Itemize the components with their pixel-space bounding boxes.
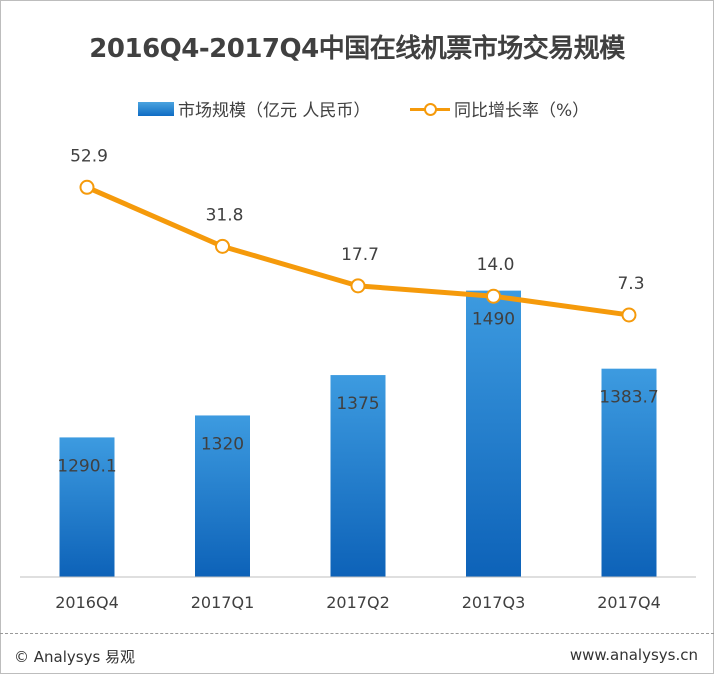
bar-2017Q1 <box>195 415 250 577</box>
bar-label-2017Q1: 1320 <box>201 434 244 454</box>
legend-item-bar: 市场规模（亿元 人民币） <box>138 96 370 121</box>
line-point-2017Q2 <box>350 278 366 294</box>
line-label-2017Q3: 14.0 <box>477 255 515 275</box>
bar-2017Q4 <box>601 368 657 577</box>
footer-divider <box>0 633 714 634</box>
legend-line-swatch <box>410 102 450 116</box>
legend-label-bar: 市场规模（亿元 人民币） <box>178 101 371 121</box>
x-tick-2017Q1: 2017Q1 <box>191 593 255 612</box>
legend-bar-swatch <box>138 101 174 116</box>
bar-2016Q4 <box>59 437 115 577</box>
x-tick-2017Q3: 2017Q3 <box>462 593 526 612</box>
bar-2017Q2 <box>330 375 386 577</box>
chart-title: 2016Q4-2017Q4中国在线机票市场交易规模 <box>89 34 625 64</box>
bar-label-2017Q3: 1490 <box>472 310 515 330</box>
legend-label-line: 同比增长率（%） <box>454 101 590 121</box>
x-tick-2017Q4: 2017Q4 <box>597 593 661 612</box>
legend: 市场规模（亿元 人民币） 同比增长率（%） <box>0 96 714 121</box>
legend-item-line: 同比增长率（%） <box>410 96 589 121</box>
line-label-2016Q4: 52.9 <box>70 146 108 166</box>
bar-label-2017Q4: 1383.7 <box>599 388 658 408</box>
bar-label-2016Q4: 1290.1 <box>57 456 116 476</box>
x-tick-2017Q2: 2017Q2 <box>326 593 390 612</box>
footer-copyright: © Analysys 易观 <box>14 648 136 666</box>
x-tick-2016Q4: 2016Q4 <box>55 593 119 612</box>
bar-label-2017Q2: 1375 <box>336 394 379 414</box>
line-point-2017Q4 <box>621 307 637 323</box>
line-point-2017Q1 <box>215 238 230 254</box>
line-label-2017Q2: 17.7 <box>341 245 379 265</box>
bar-2017Q3 <box>466 290 521 577</box>
line-label-2017Q1: 31.8 <box>206 205 244 225</box>
line-point-2017Q3 <box>486 288 501 304</box>
line-label-2017Q4: 7.3 <box>617 274 644 294</box>
line-point-2016Q4 <box>79 179 95 195</box>
footer-url: www.analysys.cn <box>569 646 698 664</box>
